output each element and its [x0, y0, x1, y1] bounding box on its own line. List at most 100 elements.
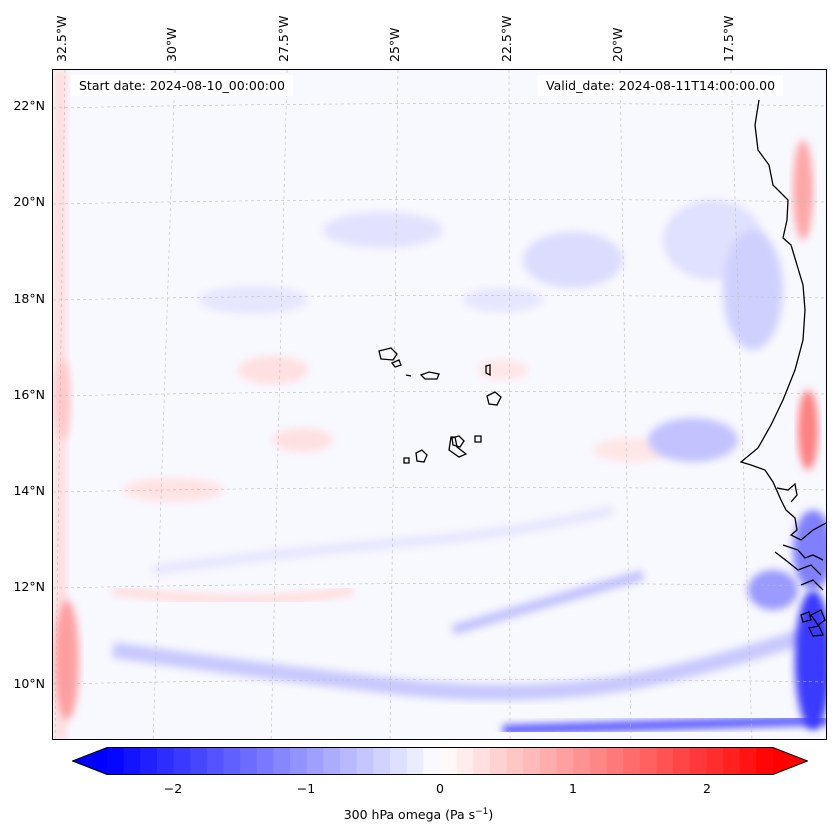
coast-detail — [774, 551, 822, 576]
omega-patch — [238, 356, 308, 384]
colorbar-label-exponent: −1 — [475, 807, 489, 817]
lat-label: 14°N — [13, 483, 45, 498]
colorbar-tick-label: 2 — [703, 781, 711, 796]
colorbar-label-close: ) — [488, 807, 494, 823]
omega-patch — [523, 232, 623, 288]
omega-patch — [463, 288, 543, 312]
lat-label: 12°N — [13, 579, 45, 594]
africa-coast — [739, 99, 826, 541]
omega-patch — [795, 590, 826, 730]
colorbar-segment — [623, 747, 641, 775]
colorbar-segment — [739, 747, 757, 775]
map-panel — [52, 69, 827, 740]
colorbar-segment — [456, 747, 474, 775]
colorbar-segment — [423, 747, 441, 775]
colorbar-segment — [306, 747, 324, 775]
island-santo-antao — [378, 347, 398, 361]
colorbar-segment — [689, 747, 707, 775]
island-santa-luzia — [405, 374, 412, 377]
colorbar-label-text: 300 hPa omega (Pa s — [343, 807, 476, 823]
graticule — [53, 70, 826, 739]
colorbar-tick-label: −1 — [296, 781, 316, 796]
lat-label: 16°N — [13, 387, 45, 402]
colorbar-segment — [473, 747, 491, 775]
lat-label: 22°N — [13, 98, 45, 113]
colorbar-segment — [440, 747, 458, 775]
omega-band — [152, 505, 615, 575]
meridian-line — [152, 70, 176, 739]
colorbar-segment — [173, 747, 191, 775]
colorbar-segment — [156, 747, 175, 775]
colorbar-segment — [539, 747, 558, 775]
lon-label: 20°W — [610, 27, 625, 62]
colorbar-segment — [673, 747, 691, 775]
colorbar-segment — [107, 747, 125, 775]
colorbar-segment — [489, 747, 508, 775]
colorbar-segment — [390, 747, 408, 775]
lon-label: 27.5°W — [276, 15, 291, 62]
meridian-line — [389, 70, 399, 739]
coast-detail — [776, 482, 798, 503]
omega-patch — [323, 212, 443, 248]
colorbar-segment — [190, 747, 208, 775]
colorbar-segment — [706, 747, 724, 775]
colorbar-segments — [72, 747, 808, 775]
omega-band — [112, 585, 354, 605]
meridian-line — [619, 70, 632, 739]
omega-patch — [748, 570, 798, 610]
colorbar-segment — [373, 747, 391, 775]
coastline — [739, 99, 826, 637]
colorbar-segment — [273, 747, 291, 775]
meridian-line — [270, 70, 288, 739]
colorbar-segment — [290, 747, 308, 775]
colorbar-segment — [556, 747, 574, 775]
island-sal — [485, 364, 491, 377]
colorbar-segment — [140, 747, 158, 775]
omega-patch — [55, 360, 71, 440]
colorbar-segment — [573, 747, 591, 775]
meridian-line — [54, 70, 66, 739]
colorbar-extend-min — [72, 747, 107, 775]
island-bijagos — [808, 625, 824, 637]
omega-band — [502, 715, 826, 735]
omega-patch — [793, 510, 826, 590]
lat-label: 10°N — [13, 676, 45, 691]
omega-patch — [123, 478, 223, 502]
colorbar-segment — [340, 747, 358, 775]
colorbar-segment — [756, 747, 774, 775]
omega-patch — [648, 418, 738, 462]
map-canvas — [53, 70, 826, 739]
omega-band — [111, 622, 826, 701]
colorbar-segment — [723, 747, 741, 775]
omega-band — [451, 570, 645, 635]
cape-verde-islands — [378, 347, 502, 464]
colorbar-extend-max — [773, 747, 808, 775]
coast-detail — [782, 544, 824, 561]
colorbar-label: 300 hPa omega (Pa s−1) — [0, 807, 837, 822]
lon-label: 22.5°W — [499, 15, 514, 62]
colorbar-segment — [323, 747, 341, 775]
parallel-line — [53, 679, 826, 685]
lon-label: 25°W — [387, 27, 402, 62]
island-fogo — [415, 449, 428, 463]
colorbar-segment — [356, 747, 374, 775]
island-sao-vicente — [390, 359, 402, 368]
lat-label: 20°N — [13, 194, 45, 209]
island-bijagos — [800, 611, 812, 623]
omega-patch — [723, 230, 783, 350]
meridian-line — [508, 70, 511, 739]
parallel-line — [53, 103, 826, 109]
parallel-line — [53, 295, 826, 301]
colorbar-segment — [639, 747, 657, 775]
start-date-label: Start date: 2024-08-10_00:00:00 — [71, 75, 293, 96]
parallel-line — [53, 583, 826, 589]
island-santiago — [448, 436, 468, 458]
island-maio-east — [474, 435, 482, 443]
island-maio — [451, 435, 465, 448]
valid-date-label: Valid_date: 2024-08-11T14:00:00.00 — [538, 75, 784, 96]
colorbar-segment — [606, 747, 624, 775]
coast-detail — [800, 579, 824, 591]
lat-label: 18°N — [13, 291, 45, 306]
island-boa-vista — [486, 391, 502, 406]
omega-patch — [198, 286, 308, 314]
